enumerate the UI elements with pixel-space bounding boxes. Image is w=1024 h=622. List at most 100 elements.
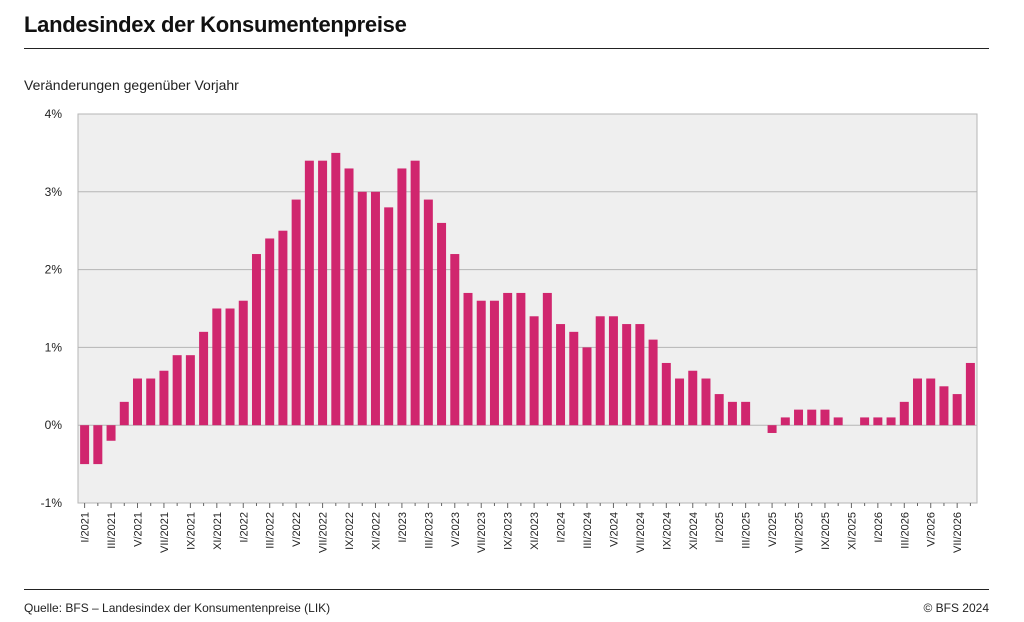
bar (489, 300, 499, 426)
bar (516, 292, 526, 426)
footer-divider (24, 589, 989, 590)
x-tick-label: III/2022 (265, 512, 277, 549)
bar (106, 425, 116, 441)
bar (238, 300, 248, 426)
bar (794, 409, 804, 426)
bar (913, 378, 923, 426)
x-tick-label: V/2024 (608, 512, 620, 547)
bar (952, 394, 962, 426)
bar (450, 254, 460, 426)
bar (569, 331, 579, 426)
chart-title: Landesindex der Konsumentenpreise (24, 12, 407, 37)
bar (556, 324, 566, 426)
x-tick-label: I/2022 (238, 512, 250, 543)
x-tick-label: III/2024 (582, 512, 594, 549)
x-tick-label: III/2025 (741, 512, 753, 549)
x-tick-label: IX/2024 (661, 512, 673, 550)
bar (688, 370, 698, 426)
x-tick-label: I/2023 (397, 512, 409, 543)
bar (278, 230, 288, 426)
bar (807, 409, 817, 426)
chart-subtitle: Veränderungen gegenüber Vorjahr (24, 77, 239, 93)
bar (886, 417, 896, 426)
y-axis-ticks: -1% 0% 1% 2% 3% 4% (41, 107, 63, 510)
bar (159, 370, 169, 426)
x-tick-label: III/2026 (899, 512, 911, 549)
bar (146, 378, 156, 426)
bar (714, 394, 724, 426)
bar (397, 168, 407, 426)
bar (860, 417, 870, 426)
x-tick-label: VII/2022 (318, 512, 330, 553)
bar (357, 191, 367, 426)
bar (344, 168, 354, 426)
bar (423, 199, 433, 426)
x-tick-label: VII/2021 (159, 512, 171, 553)
bar (622, 324, 632, 426)
x-tick-label: XI/2021 (212, 512, 224, 550)
bar (542, 292, 552, 426)
bar (701, 378, 711, 426)
copyright-note: © BFS 2024 (923, 601, 989, 615)
bar (318, 160, 328, 426)
bar (476, 300, 486, 426)
bar (331, 152, 341, 426)
bar (661, 362, 671, 426)
x-tick-label: V/2025 (767, 512, 779, 547)
bar (648, 339, 658, 426)
x-tick-label: VII/2026 (952, 512, 964, 553)
bar (199, 331, 209, 426)
bar (582, 347, 592, 426)
x-tick-label: IX/2022 (344, 512, 356, 550)
bar (503, 292, 513, 426)
bar (767, 425, 777, 433)
bar (926, 378, 936, 426)
x-tick-label: III/2021 (106, 512, 118, 549)
source-note: Quelle: BFS – Landesindex der Konsumente… (24, 601, 331, 615)
y-tick-label: 1% (45, 340, 63, 354)
bar (727, 401, 737, 426)
y-tick-label: 4% (45, 107, 63, 121)
x-axis: I/2021 III/2021 V/2021 VII/2021 IX/2021 XI/20… (80, 503, 971, 553)
x-tick-label: V/2022 (291, 512, 303, 547)
bar (529, 316, 539, 426)
bar (370, 191, 380, 426)
x-tick-label: XI/2022 (370, 512, 382, 550)
bar (873, 417, 883, 426)
y-tick-label: 3% (45, 185, 63, 199)
x-tick-label: III/2023 (423, 512, 435, 549)
y-tick-label: 2% (45, 263, 63, 277)
bar (225, 308, 235, 426)
bar (899, 401, 909, 426)
bar (119, 401, 129, 426)
x-tick-label: I/2026 (873, 512, 885, 543)
bar (595, 316, 605, 426)
bar (291, 199, 301, 426)
bar (608, 316, 618, 426)
bar (780, 417, 790, 426)
bar (437, 222, 447, 426)
bar (820, 409, 830, 426)
bar (463, 292, 473, 426)
bar (965, 362, 975, 426)
x-tick-label: V/2021 (132, 512, 144, 547)
x-tick-label: XI/2024 (688, 512, 700, 550)
bar (741, 401, 751, 426)
bar (384, 207, 394, 426)
bar (410, 160, 420, 426)
title-divider (24, 48, 989, 49)
bar (635, 324, 645, 426)
bar (265, 238, 275, 426)
x-tick-label: VII/2024 (635, 512, 647, 553)
bar (939, 386, 949, 426)
bar (172, 355, 182, 426)
bars (80, 152, 975, 465)
y-tick-label: 0% (45, 418, 63, 432)
bar (675, 378, 685, 426)
x-tick-label: I/2024 (556, 512, 568, 543)
bar (185, 355, 195, 426)
x-tick-label: XI/2023 (529, 512, 541, 550)
bar (251, 254, 261, 426)
bar (304, 160, 314, 426)
